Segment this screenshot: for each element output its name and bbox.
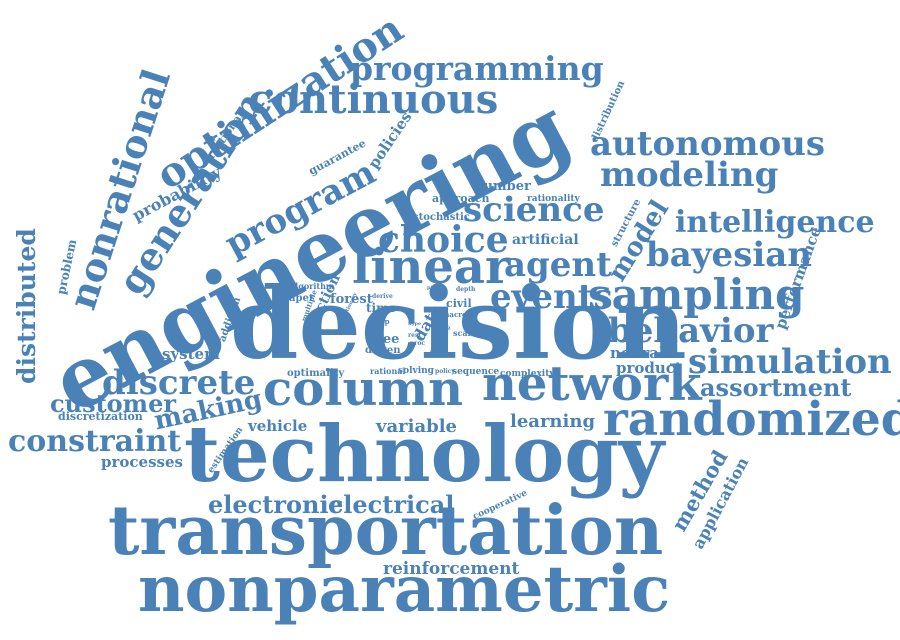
word-macro: macro <box>442 310 467 319</box>
word-assortment: assortment <box>700 373 852 402</box>
word-variable: variable <box>376 416 457 437</box>
word-driven: driven <box>365 345 401 356</box>
word-constraint: constraint <box>8 424 182 459</box>
word-rationality: rationality <box>527 194 580 204</box>
word-discrete: discrete <box>102 363 256 403</box>
word-behavior: behavior <box>608 311 774 351</box>
word-artificial: artificial <box>512 232 579 248</box>
word-paper: paper <box>282 293 315 304</box>
word-proc: proc <box>410 340 426 347</box>
word-complexity: complexity <box>500 369 555 379</box>
word-bayesian: bayesian <box>646 235 812 275</box>
word-science: science <box>463 190 605 230</box>
word-step: step <box>373 317 390 326</box>
word-autonomous: autonomous <box>590 124 826 164</box>
word-approach: approach <box>432 192 490 205</box>
word-product: product <box>616 359 682 377</box>
word-neural: neural <box>610 344 665 362</box>
word-reinforcement: reinforcement <box>383 559 520 579</box>
word-policy: policy <box>435 368 455 375</box>
word-programming: programming <box>350 49 604 88</box>
word-learning: learning <box>510 411 596 432</box>
word-scale: scale <box>453 328 476 338</box>
word-linear: linear <box>352 239 511 295</box>
word-depth: depth <box>456 286 476 293</box>
word-technology: technology <box>184 409 665 500</box>
word-number: number <box>474 179 531 194</box>
word-hype: hype <box>408 321 422 327</box>
word-solving: solving <box>398 366 434 376</box>
word-sampling: sampling <box>588 270 805 319</box>
word-events: events <box>490 277 613 317</box>
word-choice: choice <box>378 219 509 261</box>
word-rational: rational <box>370 366 406 376</box>
word-network: network <box>482 356 702 412</box>
word-discretization: discretization <box>58 410 143 423</box>
word-derive: derive <box>372 293 393 300</box>
word-weak: weak <box>430 349 448 356</box>
word-distributed: distributed <box>12 228 41 384</box>
word-customer: customer <box>50 389 176 418</box>
word-decision: decision <box>230 267 687 382</box>
word-modeling: modeling <box>600 155 779 195</box>
word-pick: pick <box>427 285 439 291</box>
word-sequence: sequence <box>452 367 500 377</box>
word-agent: agent <box>504 245 612 285</box>
word-transportation: transportation <box>108 491 664 571</box>
word-algorithm: algorithm <box>290 281 335 291</box>
word-tree: tree <box>370 332 400 347</box>
word-randomized: randomized <box>603 392 900 447</box>
word-vehicle: vehicle <box>248 417 308 435</box>
word-civil: civil <box>446 297 472 310</box>
word-electronic: electronic <box>208 490 344 519</box>
word-nonparametric: nonparametric <box>138 552 671 627</box>
word-continuous: continuous <box>248 76 499 123</box>
word-simulation: simulation <box>688 342 892 382</box>
word-electrical: electrical <box>328 490 455 519</box>
word-processes: processes <box>101 453 183 471</box>
word-column: column <box>263 361 464 417</box>
word-time: time <box>366 301 397 315</box>
word-forest: forest <box>330 292 373 307</box>
word-rest: rest <box>408 332 422 339</box>
word-system: system <box>162 345 220 363</box>
word-stochastic: stochastic <box>413 212 470 223</box>
word-intelligence: intelligence <box>675 205 875 240</box>
word-state: state <box>434 325 451 332</box>
word-optimality: optimality <box>287 368 345 379</box>
